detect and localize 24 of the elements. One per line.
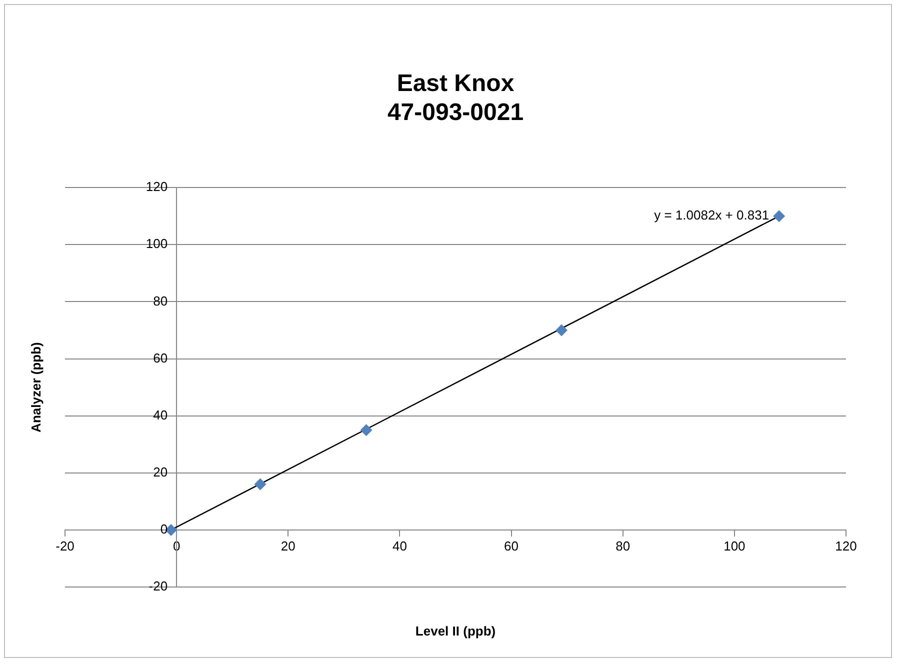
- x-tick-label: -20: [56, 538, 74, 554]
- point: [555, 324, 568, 336]
- x-tick-label: 80: [616, 538, 630, 554]
- y-tick-label: -20: [148, 578, 168, 594]
- text: East Knox: [396, 70, 514, 98]
- y-tick-label: 60: [153, 350, 168, 366]
- x-tick-label: 20: [280, 538, 296, 554]
- y-tick-label: 120: [146, 179, 168, 194]
- y-tick-label: 20: [153, 464, 168, 480]
- y-tick-label: 80: [153, 293, 168, 308]
- y-axis-title: Analyzer (ppb): [28, 342, 44, 432]
- y-tick-label: 0: [160, 522, 168, 537]
- y-tick-label: 100: [146, 236, 168, 252]
- x-axis-title: Level II (ppb): [415, 624, 496, 639]
- point: [360, 424, 372, 436]
- point: [254, 478, 266, 490]
- x-tick-label: 40: [392, 538, 407, 554]
- annotation: y = 1.0082x + 0.831: [654, 208, 770, 223]
- y-tick-label: 40: [153, 407, 168, 422]
- x-tick-label: 120: [835, 538, 857, 554]
- x-tick-label: 60: [504, 538, 519, 554]
- point: [773, 210, 786, 222]
- text: 47-093-0021: [387, 98, 524, 126]
- x-tick-label: 100: [724, 538, 746, 554]
